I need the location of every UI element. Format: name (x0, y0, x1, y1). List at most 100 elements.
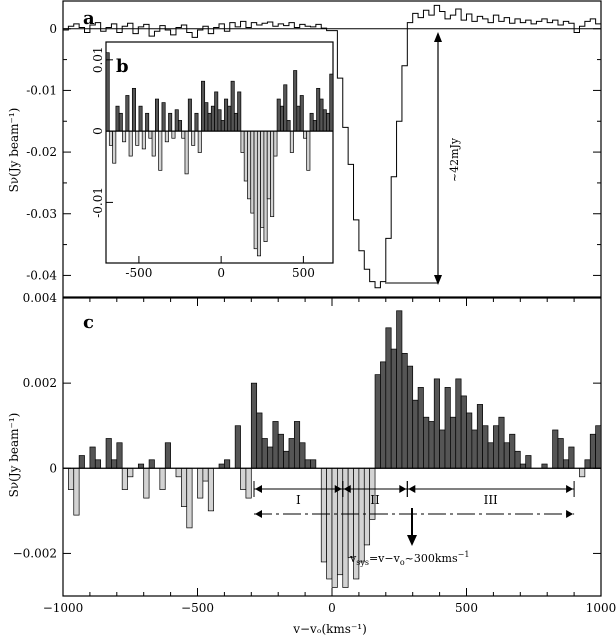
panel-c-xtick-label: −1000 (43, 601, 84, 615)
panel-b-bar (263, 130, 268, 242)
panel-b-bar (326, 112, 331, 132)
panel-b-bar (286, 120, 291, 132)
panel-b-xtick-label: 500 (292, 266, 315, 280)
panel-a-plot (63, 4, 601, 289)
panel-c-bar (310, 459, 317, 469)
panel-c-bar (460, 395, 467, 469)
panel-b-ytick-label: 0 (91, 127, 105, 135)
panel-b-bar (240, 130, 245, 153)
panel-b-bar (214, 91, 219, 132)
vsys-label: vsys=v−vo~300kms−1 (349, 550, 469, 567)
panel-b-bar (174, 109, 179, 132)
panel-b-ytick-label: -0.01 (91, 187, 105, 218)
panel-c-ytick-label: −0.002 (13, 546, 57, 560)
panel-b-bar (289, 130, 294, 153)
panel-b-bar (210, 105, 215, 132)
panel-b-bar (108, 130, 113, 146)
region-arrowhead (566, 485, 574, 493)
panel-c-bar (105, 438, 112, 469)
panel-c-regions: I II III (253, 481, 575, 518)
panel-b-bar (256, 130, 261, 257)
panel-b-bar (306, 130, 311, 171)
panel-b-bar (250, 130, 255, 214)
panel-c-bar (202, 467, 209, 482)
panel-a-ytick-label: -0.01 (26, 83, 57, 97)
panel-c-bar (439, 429, 446, 469)
panel-c-bar (277, 433, 284, 469)
panel-c-ticks: −1000 −500 0 500 1000 0.002 0 −0.002 (13, 297, 616, 615)
panel-c-bar (250, 382, 258, 469)
panel-c-bar (256, 412, 263, 469)
panel-c-bar (568, 446, 575, 469)
panel-c-bar (234, 425, 241, 469)
panel-c-bar (267, 446, 274, 469)
panel-c-bar (482, 425, 489, 469)
panel-c-bar (320, 467, 327, 563)
panel-b-bar (161, 102, 166, 132)
panel-c-bar (390, 348, 397, 469)
panel-a-bottom-extra-tick: 0.004 (23, 291, 58, 305)
panel-c-bar (337, 467, 344, 576)
panel-b-bar (204, 102, 209, 132)
panel-c-bar (509, 433, 516, 469)
panel-b-bar (184, 130, 189, 175)
panel-c-bar (455, 378, 462, 469)
panel-a-ytick-label: 0 (49, 22, 57, 36)
panel-b-bar (201, 80, 206, 132)
panel-b-bar (227, 105, 232, 132)
panel-c-bar (347, 467, 354, 559)
panel-c-bar (89, 446, 96, 469)
panel-b-bar (243, 130, 248, 182)
panel-b-ticks: -500 0 500 0.01 0 -0.01 (91, 46, 315, 280)
panel-c-ylabel: Sν(Jy beam⁻¹) (7, 413, 21, 498)
panel-c-bar (595, 425, 602, 469)
panel-c-bar (487, 442, 494, 469)
panel-b-bar (112, 130, 117, 164)
panel-b-bar (141, 130, 146, 150)
panel-b-bar (105, 52, 110, 132)
panel-c-bar (401, 352, 408, 469)
panel-a-ytick-label: -0.02 (26, 145, 57, 159)
panel-b-bar (296, 105, 301, 132)
panel-b-bar (322, 109, 327, 132)
panel-b-bar (253, 130, 258, 250)
panel-a-ytick-label: -0.04 (26, 268, 57, 282)
panel-c-bar (450, 416, 457, 469)
panel-b-bar (154, 98, 159, 132)
panel-b-bar (280, 105, 285, 132)
panel-c-bar (471, 429, 478, 469)
panel-b-bar (260, 130, 265, 228)
panel-b-bar (197, 130, 202, 153)
panel-b-xtick-label: -500 (125, 266, 152, 280)
panel-c-bar (557, 438, 564, 469)
panel-c-bar (406, 365, 414, 469)
panel-c-bar (433, 378, 440, 469)
panel-c-bar (363, 467, 371, 546)
panel-c-bar (186, 467, 193, 529)
panel-c-bar (299, 442, 306, 469)
panel-c-bar (541, 463, 548, 469)
panel-c-bar (579, 467, 586, 478)
panel-c-bar (261, 438, 268, 469)
panel-c-bar (589, 433, 596, 469)
amplitude-label: ~42mJy (448, 137, 461, 182)
panel-b-bar (164, 130, 169, 143)
panel-c-xtick-label: 0 (328, 601, 336, 615)
x-axis-title: v−vₒ(kms⁻¹) (292, 622, 367, 636)
panel-c-bar (245, 467, 252, 499)
panel-c-bar (423, 416, 430, 469)
panel-c-xtick-label: 1000 (586, 601, 616, 615)
panel-b-bar (230, 80, 235, 132)
panel-c-bar (224, 459, 231, 469)
region-arrowhead (566, 510, 574, 518)
panel-c-bar (466, 412, 473, 469)
panel-c-bar (121, 467, 128, 490)
panel-b-bar (138, 105, 143, 132)
panel-c-bar (73, 467, 80, 516)
panel-c-bar (503, 442, 510, 469)
panel-c-bar (218, 463, 225, 469)
panel-c-bar (525, 455, 532, 469)
panel-b-xtick-label: 0 (217, 266, 225, 280)
panel-c-bar (143, 467, 150, 499)
